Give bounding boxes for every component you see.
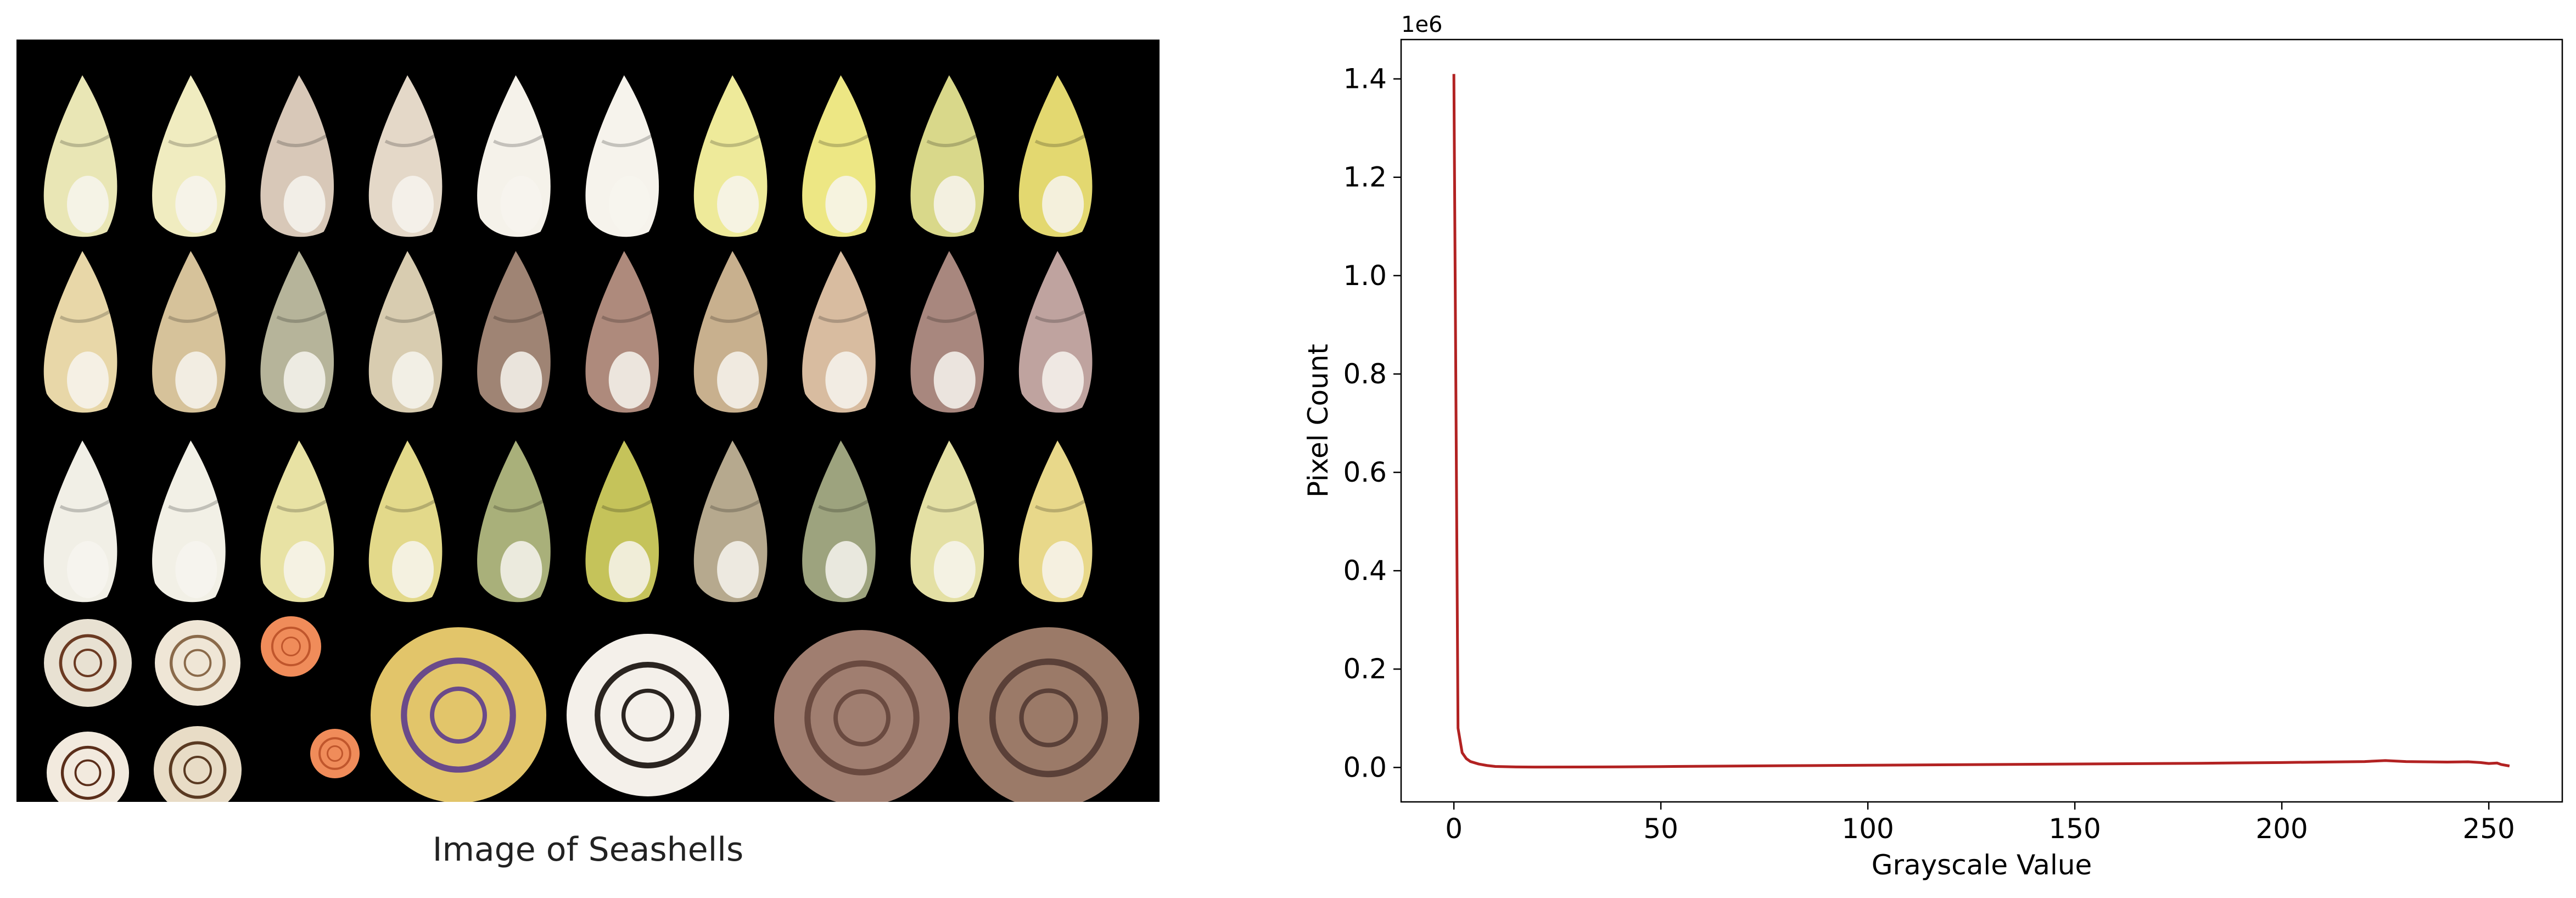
seashell-icon bbox=[1018, 251, 1093, 413]
seashell-icon bbox=[802, 440, 876, 603]
seashell-icon bbox=[1018, 75, 1093, 237]
seashell-icon bbox=[368, 440, 443, 603]
seashell-icon bbox=[43, 440, 117, 603]
seashell-icon bbox=[910, 440, 984, 603]
seashell-icon bbox=[477, 440, 551, 603]
seashell-icon bbox=[802, 75, 876, 237]
y-axis-label: Pixel Count bbox=[1302, 344, 1334, 498]
seashell-icon bbox=[693, 440, 768, 603]
seashell-icon bbox=[910, 75, 984, 237]
x-tick-label: 200 bbox=[2255, 813, 2308, 845]
x-tick-label: 250 bbox=[2462, 813, 2515, 845]
seashell-icon bbox=[368, 251, 443, 413]
seashell-icon bbox=[1018, 440, 1093, 603]
y-offset-label: 1e6 bbox=[1401, 12, 1443, 37]
seashell-icon bbox=[567, 634, 729, 796]
photo-caption: Image of Seashells bbox=[432, 830, 744, 869]
seashell-icon bbox=[693, 75, 768, 237]
seashell-icon bbox=[155, 620, 240, 706]
seashell-icon bbox=[477, 251, 551, 413]
x-tick-label: 100 bbox=[1841, 813, 1894, 845]
y-tick-label: 0.4 bbox=[1343, 555, 1387, 587]
seashell-icon bbox=[368, 75, 443, 237]
seashell-icon bbox=[152, 251, 226, 413]
histogram-chart: 0 50 100 150 200 250 0.0 0.2 0.4 0.6 0.8 1.0 1.2 1.4 1… bbox=[1302, 12, 2563, 881]
x-axis-label: Grayscale Value bbox=[1872, 849, 2092, 881]
plot-area bbox=[1400, 38, 2563, 803]
y-tick-label: 1.4 bbox=[1343, 63, 1387, 95]
seashell-icon bbox=[310, 729, 360, 778]
seashell-icon bbox=[43, 251, 117, 413]
seashell-icon bbox=[958, 627, 1139, 802]
y-tick-label: 1.0 bbox=[1343, 260, 1387, 292]
seashell-icon bbox=[44, 619, 132, 707]
seashell-icon bbox=[260, 251, 334, 413]
x-tick-label: 150 bbox=[2048, 813, 2101, 845]
seashell-icon bbox=[260, 440, 334, 603]
seashell-photo-panel bbox=[16, 40, 1160, 802]
seashell-icon bbox=[47, 732, 129, 802]
seashell-icon bbox=[260, 75, 334, 237]
seashell-icon bbox=[152, 75, 226, 237]
y-tick-label: 0.0 bbox=[1343, 751, 1387, 783]
y-tick-label: 0.6 bbox=[1343, 456, 1387, 488]
x-tick-label: 50 bbox=[1643, 813, 1678, 845]
series-line-0 bbox=[1452, 74, 2510, 769]
seashell-icon bbox=[152, 440, 226, 603]
seashell-icon bbox=[585, 251, 659, 413]
seashell-icon bbox=[43, 75, 117, 237]
seashell-icon bbox=[802, 251, 876, 413]
seashell-icon bbox=[774, 630, 950, 802]
seashell-icon bbox=[585, 75, 659, 237]
seashell-icon bbox=[910, 251, 984, 413]
seashell-icon bbox=[477, 75, 551, 237]
y-tick-label: 1.2 bbox=[1343, 161, 1387, 193]
y-tick-label: 0.2 bbox=[1343, 653, 1387, 685]
y-tick-label: 0.8 bbox=[1343, 358, 1387, 390]
seashell-image bbox=[16, 40, 1160, 802]
x-tick-label: 0 bbox=[1445, 813, 1463, 845]
seashell-icon bbox=[261, 616, 321, 677]
seashell-icon bbox=[154, 726, 242, 802]
seashell-icon bbox=[693, 251, 768, 413]
seashell-icon bbox=[585, 440, 659, 603]
seashell-icon bbox=[371, 627, 546, 802]
